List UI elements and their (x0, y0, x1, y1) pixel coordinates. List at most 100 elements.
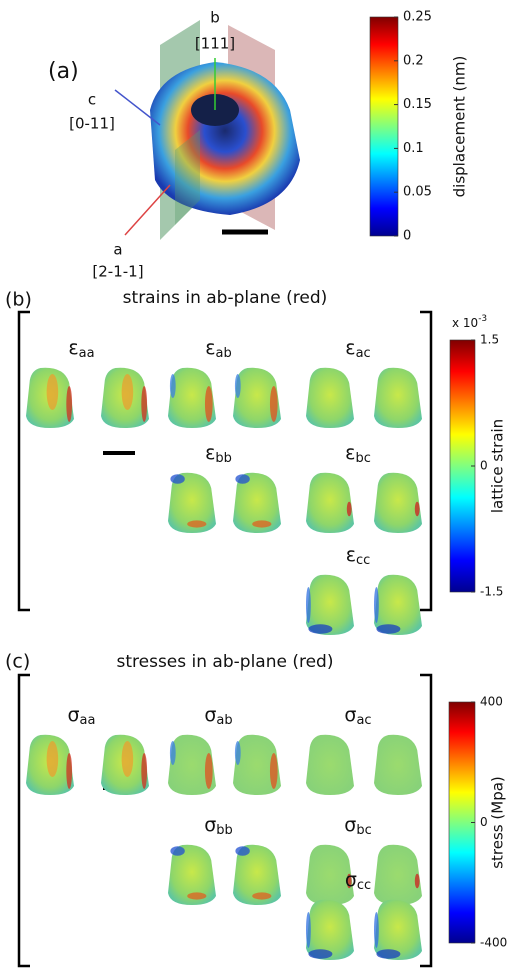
strain-map (101, 735, 149, 795)
colorbar-tick-label: -400 (480, 936, 507, 950)
component-label: εcc (346, 544, 371, 568)
map-shape (306, 473, 354, 533)
colorbar-tick-label: -1.5 (480, 585, 503, 599)
component-symbol: σ (204, 704, 216, 726)
map-spot (308, 624, 332, 634)
strain-map (374, 368, 422, 428)
map-spot (66, 386, 72, 422)
component-label: σac (344, 704, 371, 728)
axis-direction: [2-1-1] (92, 263, 143, 281)
colorbar-tick-label: 0.05 (403, 185, 432, 200)
component-symbol: ε (346, 544, 356, 566)
component-symbol: σ (68, 704, 80, 726)
panel-title: stresses in ab-plane (red) (117, 652, 334, 672)
component-subscript: bb (216, 823, 233, 838)
component-subscript: aa (80, 713, 96, 728)
component-label: σbc (344, 814, 371, 838)
multiplier-base: x 10 (452, 316, 478, 330)
crystal-render (115, 20, 300, 240)
strain-map (233, 845, 281, 905)
component-symbol: σ (344, 814, 356, 836)
colorbar-multiplier: x 10-3 (452, 314, 487, 330)
colorbar-label: lattice strain (489, 419, 507, 513)
component-symbol: σ (344, 704, 356, 726)
strain-map (101, 368, 149, 428)
map-spot (170, 374, 176, 398)
strain-map (26, 368, 74, 428)
strain-map (374, 900, 422, 960)
axis-name: c (88, 91, 96, 109)
component-subscript: bc (356, 823, 371, 838)
strain-map (168, 735, 216, 795)
strain-map (306, 735, 354, 795)
map-spot (306, 912, 311, 948)
component-subscript: cc (356, 553, 370, 568)
map-spot (374, 912, 379, 948)
axis-direction: [111] (195, 35, 235, 53)
strain-map (168, 473, 216, 533)
axis-direction: [0-11] (69, 115, 115, 133)
component-symbol: ε (68, 337, 78, 359)
strain-map (374, 735, 422, 795)
map-spot (376, 624, 400, 634)
component-label: σaa (68, 704, 96, 728)
colorbar-tick-label: 0.1 (403, 141, 424, 156)
colorbar-tick-label: 0.15 (403, 97, 432, 112)
component-label: εaa (68, 337, 94, 361)
map-spot (122, 374, 134, 410)
colorbar-label: stress (Mpa) (489, 776, 507, 869)
map-shape (374, 735, 422, 795)
strain-map (26, 735, 74, 795)
map-spot (235, 474, 249, 484)
map-spot (308, 949, 332, 959)
component-symbol: ε (205, 442, 215, 464)
map-spot (235, 741, 241, 765)
map-spot (170, 474, 184, 484)
component-subscript: cc (357, 878, 371, 893)
strain-map (233, 735, 281, 795)
colorbar-tick-label: 0 (403, 229, 411, 244)
axis-name: b (210, 9, 220, 27)
component-subscript: ac (356, 346, 371, 361)
map-spot (187, 520, 206, 527)
map-spot (170, 741, 176, 765)
map-spot (376, 949, 400, 959)
component-label: σcc (345, 869, 371, 893)
component-subscript: ac (356, 713, 371, 728)
colorbar (370, 17, 398, 236)
figure: (a) b [111] c [0-11] a [2-1-1] (b) strai… (0, 0, 513, 968)
colorbar-tick-label: 0 (480, 815, 488, 829)
map-spot (252, 892, 271, 899)
map-spot (270, 386, 278, 422)
map-spot (235, 846, 249, 856)
panel-label: (c) (5, 651, 30, 673)
brackets (19, 312, 431, 966)
map-spot (187, 892, 206, 899)
strain-map (374, 473, 422, 533)
colorbar-label: displacement (nm) (451, 56, 469, 198)
map-spot (66, 753, 72, 789)
component-subscript: bc (355, 451, 370, 466)
map-shape (374, 845, 422, 905)
map-spot (235, 374, 241, 398)
strain-map (374, 575, 422, 635)
colorbar-tick-label: 0.2 (403, 53, 424, 68)
strain-map (306, 473, 354, 533)
component-label: σab (204, 704, 232, 728)
map-spot (170, 846, 184, 856)
component-subscript: ab (216, 346, 232, 361)
component-subscript: ab (216, 713, 232, 728)
map-spot (306, 587, 311, 623)
map-spot (122, 741, 134, 777)
component-symbol: σ (345, 869, 357, 891)
component-symbol: ε (205, 337, 215, 359)
colorbar-tick-label: 400 (480, 695, 503, 709)
strain-map (374, 845, 422, 905)
component-symbol: σ (204, 814, 216, 836)
map-spot (347, 502, 352, 516)
map-shape (374, 473, 422, 533)
multiplier-exponent: -3 (478, 314, 487, 324)
axis-name: a (113, 241, 122, 259)
strain-map (233, 368, 281, 428)
map-spot (252, 520, 271, 527)
